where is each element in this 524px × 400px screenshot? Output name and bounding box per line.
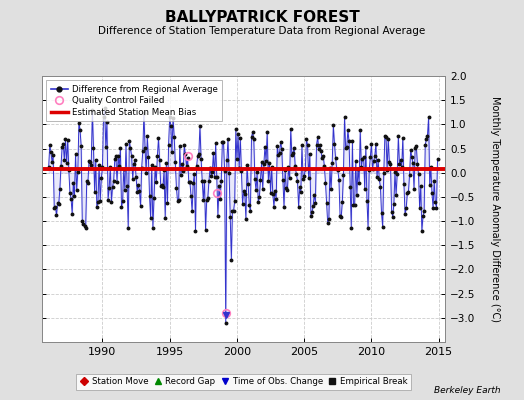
Text: Difference of Station Temperature Data from Regional Average: Difference of Station Temperature Data f… [99, 26, 425, 36]
Text: BALLYPATRICK FOREST: BALLYPATRICK FOREST [165, 10, 359, 25]
Legend: Station Move, Record Gap, Time of Obs. Change, Empirical Break: Station Move, Record Gap, Time of Obs. C… [76, 374, 411, 390]
Y-axis label: Monthly Temperature Anomaly Difference (°C): Monthly Temperature Anomaly Difference (… [489, 96, 499, 322]
Text: Berkeley Earth: Berkeley Earth [434, 386, 500, 395]
